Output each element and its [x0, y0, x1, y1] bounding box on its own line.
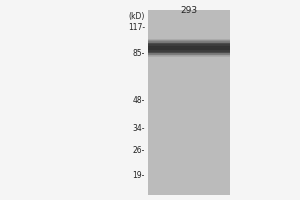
Bar [148, 40, 230, 41]
Text: 117-: 117- [128, 23, 145, 32]
Bar [148, 50, 230, 51]
Bar [148, 56, 230, 57]
Bar [148, 41, 230, 42]
Bar [148, 53, 230, 54]
Bar [148, 41, 230, 42]
Bar [148, 54, 230, 55]
Bar [148, 40, 230, 41]
Bar [148, 54, 230, 55]
Bar [148, 46, 230, 47]
Bar [148, 39, 230, 40]
Text: 48-: 48- [133, 96, 145, 105]
Bar [148, 55, 230, 56]
Text: 293: 293 [180, 6, 198, 15]
Bar [148, 52, 230, 53]
Bar [148, 49, 230, 50]
Bar [148, 48, 230, 49]
Bar [148, 53, 230, 54]
Bar [148, 51, 230, 52]
Bar [148, 49, 230, 50]
Bar [148, 52, 230, 53]
Bar [148, 43, 230, 44]
Bar [148, 51, 230, 52]
Bar [148, 51, 230, 52]
Text: 85-: 85- [133, 49, 145, 58]
Bar [148, 48, 230, 49]
Bar [148, 40, 230, 41]
Bar [148, 47, 230, 48]
Bar [148, 42, 230, 43]
Bar [148, 46, 230, 47]
Bar [148, 44, 230, 45]
Bar [148, 44, 230, 45]
Bar [148, 50, 230, 51]
Bar [148, 42, 230, 43]
Bar [148, 41, 230, 42]
Bar [148, 43, 230, 44]
Bar [148, 46, 230, 47]
Bar [148, 52, 230, 53]
Bar [148, 54, 230, 55]
Text: 34-: 34- [133, 124, 145, 133]
Bar [148, 48, 230, 49]
Bar [148, 43, 230, 44]
Text: 26-: 26- [133, 146, 145, 155]
Bar [148, 47, 230, 48]
Bar [148, 39, 230, 40]
Bar [148, 56, 230, 57]
Text: (kD): (kD) [129, 12, 145, 21]
Bar [148, 45, 230, 46]
Bar [148, 10, 230, 195]
Bar [148, 45, 230, 46]
Bar [148, 49, 230, 50]
Bar [148, 55, 230, 56]
Bar [148, 44, 230, 45]
Text: 19-: 19- [133, 171, 145, 180]
